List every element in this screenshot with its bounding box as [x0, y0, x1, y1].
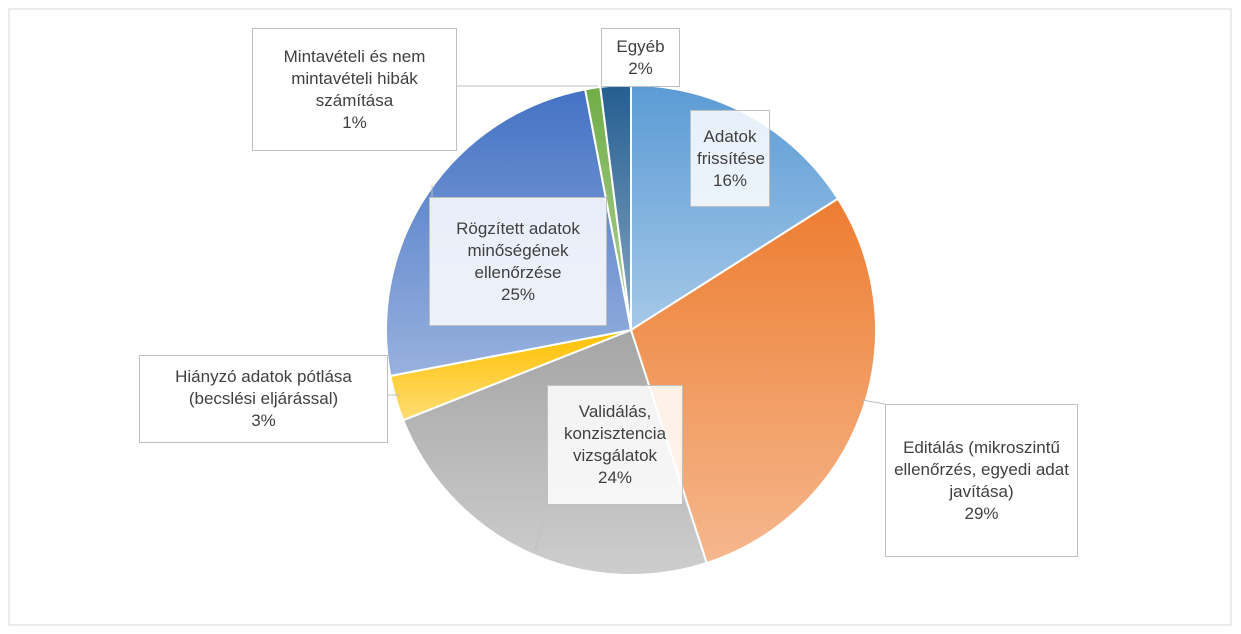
data-label: Adatok frissítése 16% — [690, 110, 770, 207]
data-label: Validálás, konzisztencia vizsgálatok 24% — [547, 385, 683, 505]
value-label: 2% — [628, 58, 653, 78]
pie-slice — [629, 197, 877, 565]
data-label: Rögzített adatok minőségének ellenőrzése… — [429, 197, 607, 326]
category-label: Mintavételi és nem mintavételi hibák szá… — [283, 46, 426, 110]
chart-border — [8, 8, 1232, 626]
value-label: 3% — [251, 411, 276, 430]
data-label: Mintavételi és nem mintavételi hibák szá… — [252, 28, 457, 151]
category-label: Editálás (mikroszintű ellenőrzés, egyedi… — [894, 437, 1069, 501]
value-label: 16% — [712, 170, 748, 190]
category-label: Hiányzó adatok pótlása (becslési eljárás… — [175, 367, 352, 408]
data-label: Egyéb 2% — [601, 28, 680, 87]
data-label: Hiányzó adatok pótlása (becslési eljárás… — [139, 355, 388, 443]
leader-line — [534, 504, 548, 551]
category-label: Validálás, konzisztencia vizsgálatok — [563, 402, 667, 465]
leader-line — [861, 399, 886, 405]
category-label: Egyéb — [616, 36, 665, 56]
category-label: Adatok frissítése — [697, 126, 766, 168]
value-label: 1% — [342, 112, 367, 132]
value-label: 25% — [500, 284, 536, 304]
value-label: 29% — [964, 503, 999, 523]
category-label: Rögzített adatok minőségének ellenőrzése — [456, 218, 580, 282]
value-label: 24% — [597, 468, 633, 487]
data-label: Editálás (mikroszintű ellenőrzés, egyedi… — [885, 404, 1078, 557]
